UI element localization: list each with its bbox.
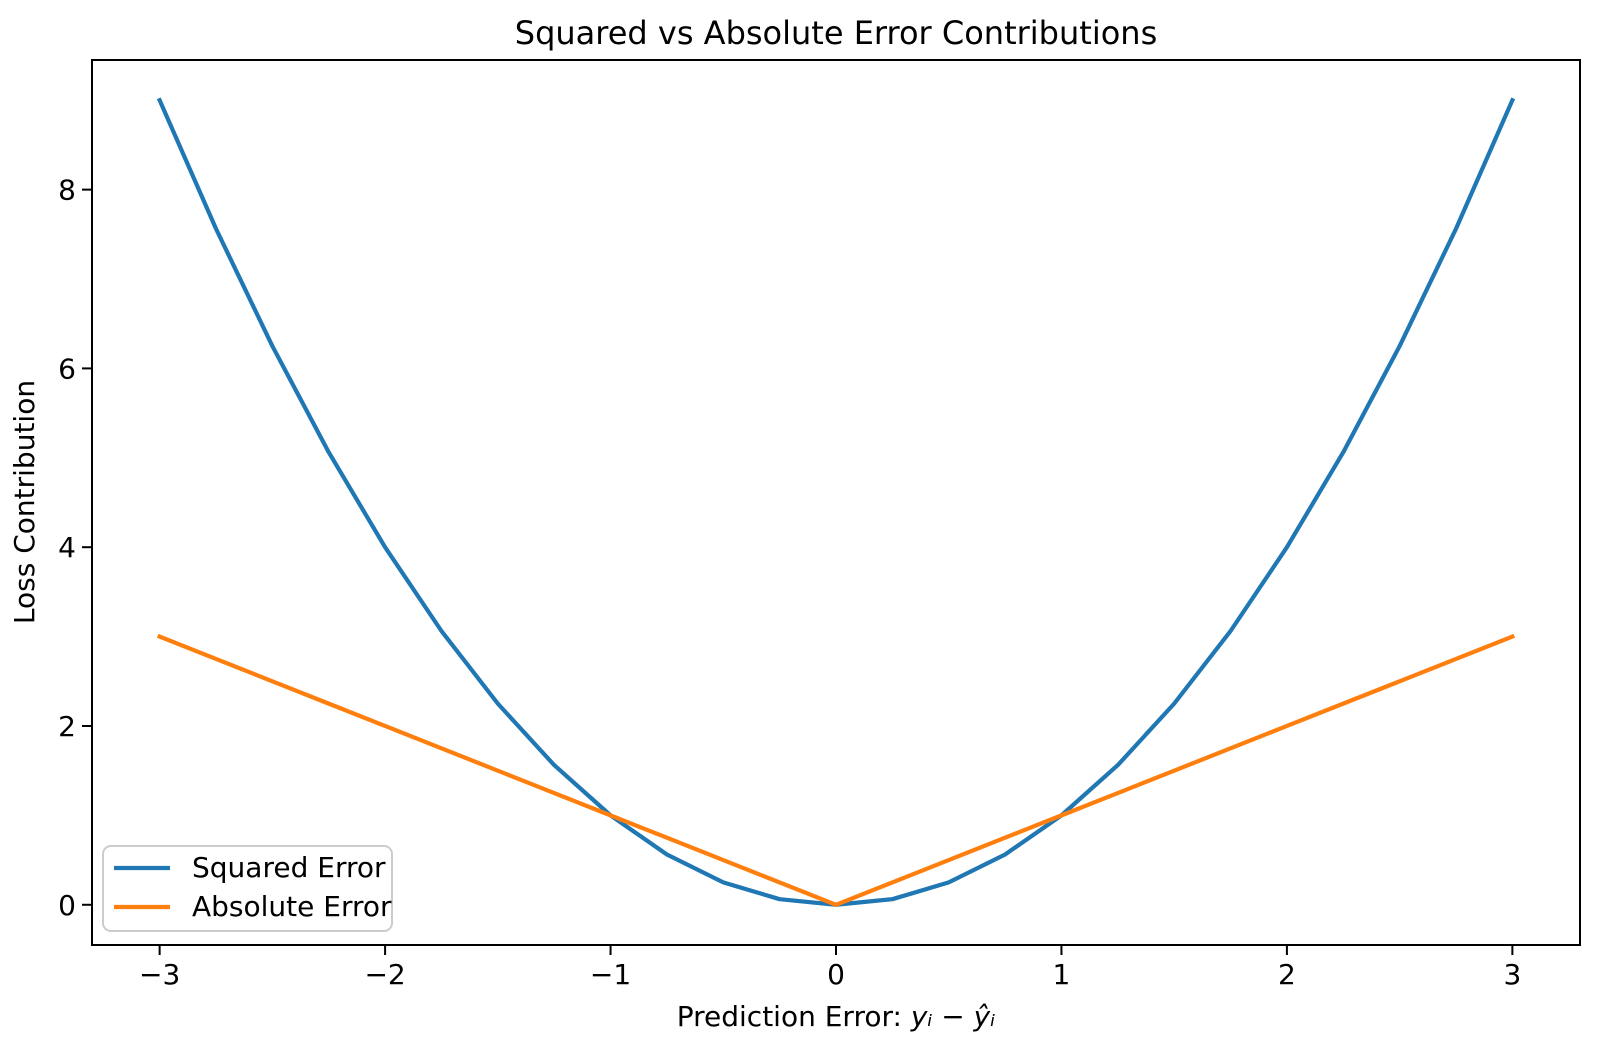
- y-tick-label: 8: [58, 174, 76, 207]
- x-tick-label: 0: [827, 958, 845, 991]
- y-tick-label: 0: [58, 889, 76, 922]
- y-axis-label: Loss Contribution: [8, 380, 41, 624]
- x-tick-label: −1: [590, 958, 631, 991]
- x-axis-label: Prediction Error: yᵢ − ŷᵢ: [677, 1000, 996, 1033]
- plot-area: −3 −2 −1 0 1 2 3 0 2 4 6 8: [58, 59, 1581, 991]
- chart-title: Squared vs Absolute Error Contributions: [515, 14, 1157, 52]
- x-tick-label: −2: [364, 958, 405, 991]
- x-tick-label: 3: [1503, 958, 1521, 991]
- legend: Squared Error Absolute Error: [102, 845, 393, 932]
- y-tick-label: 2: [58, 710, 76, 743]
- x-axis-label-math: yᵢ − ŷᵢ: [910, 1000, 995, 1033]
- y-tick-label: 4: [58, 531, 76, 564]
- x-tick-label: 2: [1278, 958, 1296, 991]
- series-line-squared-error: [156, 97, 1516, 907]
- x-axis-label-prefix: Prediction Error:: [677, 1000, 911, 1033]
- x-tick-label: 1: [1053, 958, 1071, 991]
- legend-label-absolute-error: Absolute Error: [192, 890, 392, 923]
- x-tick-label: −3: [139, 958, 180, 991]
- legend-label-squared-error: Squared Error: [192, 851, 386, 884]
- series-line-absolute-error: [156, 633, 1516, 907]
- legend-frame: [102, 845, 393, 932]
- axes-spines: [91, 59, 1581, 946]
- y-tick-label: 6: [58, 352, 76, 385]
